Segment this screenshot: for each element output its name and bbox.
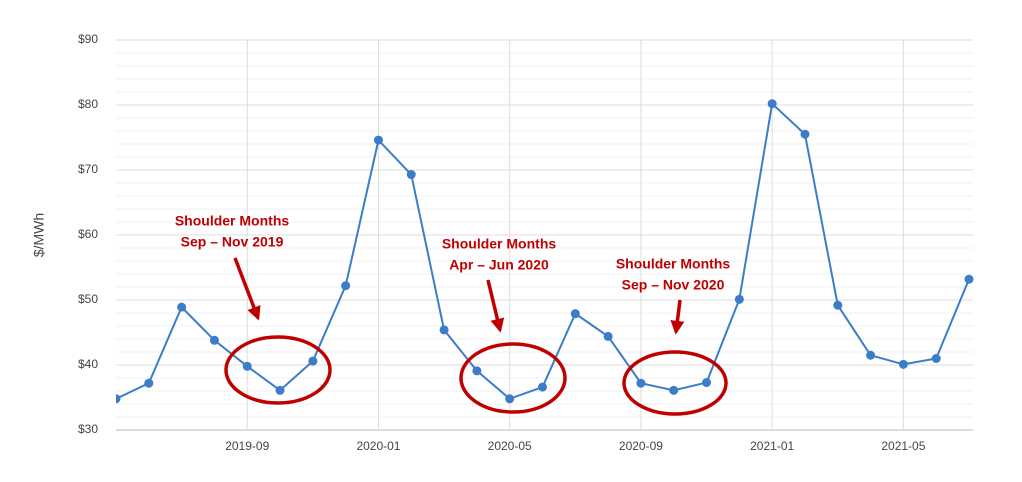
point <box>866 350 876 360</box>
annotation-circle <box>459 342 567 414</box>
point <box>898 359 908 369</box>
point <box>177 302 187 312</box>
y-tick-label: $40 <box>78 357 98 371</box>
y-tick-label: $60 <box>78 227 98 241</box>
point <box>505 394 515 404</box>
annotation-arrow <box>233 257 261 321</box>
annotation-circle <box>622 350 728 416</box>
point <box>116 394 121 404</box>
annotation-arrow <box>670 299 685 335</box>
x-tick-label: 2020-09 <box>619 439 663 453</box>
point <box>636 378 646 388</box>
point <box>209 335 219 345</box>
point <box>669 385 679 395</box>
annotation-title: Shoulder Months <box>616 256 731 272</box>
annotation-title: Shoulder Months <box>175 213 290 229</box>
annotation-arrow <box>486 279 505 333</box>
point <box>341 281 351 291</box>
point <box>308 356 318 366</box>
point <box>144 378 154 388</box>
point <box>702 378 712 388</box>
y-tick-label: $70 <box>78 162 98 176</box>
point <box>964 274 974 284</box>
point <box>931 354 941 363</box>
point <box>242 361 252 371</box>
point <box>373 135 383 145</box>
point <box>538 382 547 392</box>
point <box>603 331 613 341</box>
annotation-title: Shoulder Months <box>442 236 557 252</box>
point <box>406 170 416 180</box>
point <box>734 294 744 304</box>
annotation-period: Sep – Nov 2020 <box>622 277 725 293</box>
series <box>116 99 974 404</box>
y-tick-label: $30 <box>78 422 98 436</box>
y-tick-label: $80 <box>78 97 98 111</box>
y-axis-title: $/MWh <box>31 213 47 257</box>
y-tick-label: $90 <box>78 32 98 46</box>
point <box>767 99 777 109</box>
x-tick-label: 2020-01 <box>356 439 400 453</box>
x-tick-label: 2020-05 <box>488 439 532 453</box>
x-tick-label: 2021-05 <box>881 439 925 453</box>
point <box>275 385 285 395</box>
annotation-period: Apr – Jun 2020 <box>449 257 549 273</box>
y-tick-label: $50 <box>78 292 98 306</box>
point <box>570 309 580 319</box>
point <box>800 129 810 139</box>
point <box>439 325 449 335</box>
point <box>833 300 843 310</box>
x-tick-label: 2019-09 <box>225 439 269 453</box>
annotation-period: Sep – Nov 2019 <box>181 234 284 250</box>
x-tick-label: 2021-01 <box>750 439 794 453</box>
annotation-circle <box>224 335 332 405</box>
point <box>472 366 482 376</box>
